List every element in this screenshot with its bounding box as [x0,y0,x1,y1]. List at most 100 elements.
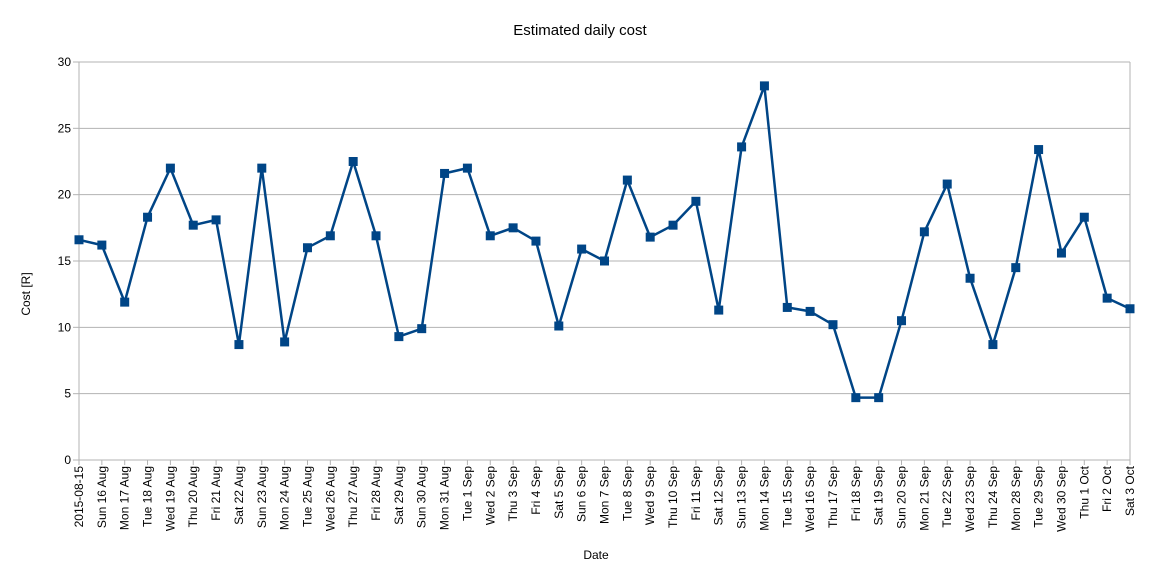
x-tick-label: Wed 23 Sep [963,466,977,532]
x-tick-label: Mon 17 Aug [118,466,132,530]
data-point [782,302,792,312]
x-tick-label: Thu 3 Sep [506,466,520,522]
x-tick-label: Sun 6 Sep [575,466,589,522]
gridlines [79,61,1130,461]
data-point [554,321,564,331]
data-point [714,305,724,315]
data-point [508,223,518,233]
data-point [988,340,998,350]
data-point [759,81,769,91]
y-axis-label: Cost [R] [19,272,33,315]
data-point [462,163,472,173]
data-point [211,215,221,225]
data-point [965,273,975,283]
data-point [440,168,450,178]
data-point [165,163,175,173]
x-tick-label: Sat 29 Aug [392,466,406,525]
data-point [622,175,632,185]
x-tick-label: Sun 13 Sep [735,466,749,529]
data-point [371,231,381,241]
x-tick-label: Tue 18 Aug [141,466,155,527]
y-tick-label: 15 [58,254,72,268]
x-tick-label: Tue 29 Sep [1032,466,1046,528]
y-tick-label: 25 [58,121,72,135]
data-point [417,324,427,334]
x-tick-label: Fri 2 Oct [1100,465,1114,512]
chart-title: Estimated daily cost [513,22,647,39]
x-tick-label: Wed 2 Sep [483,466,497,525]
x-tick-label: Thu 1 Oct [1077,465,1091,518]
data-point [143,212,153,222]
data-point [897,316,907,326]
x-tick-label: Wed 26 Aug [323,466,337,531]
x-tick-label: Thu 24 Sep [986,466,1000,528]
x-tick-label: Thu 27 Aug [346,466,360,527]
x-tick-label: Sat 3 Oct [1123,465,1137,516]
x-tick-label: Wed 19 Aug [163,466,177,531]
axes [78,62,1131,460]
data-point [97,240,107,250]
x-tick-label: Sat 19 Sep [872,466,886,526]
x-tick-label: Sun 20 Sep [895,466,909,529]
x-tick-label: Thu 17 Sep [826,466,840,528]
data-point [577,244,587,254]
data-point [668,220,678,230]
x-tick-label: Thu 10 Sep [666,466,680,528]
y-tick-label: 30 [58,55,72,69]
y-tick-label: 10 [58,320,72,334]
series-line [78,84,1131,399]
x-tick-label: Sat 12 Sep [712,466,726,526]
y-axis-ticks: 0 5 10 15 20 25 30 [58,55,79,467]
data-point [1125,304,1135,314]
x-tick-label: Fri 11 Sep [689,466,703,521]
x-tick-label: 2015-08-15 [72,466,86,528]
x-tick-label: Wed 9 Sep [643,466,657,525]
data-point [531,236,541,246]
data-point [691,196,701,206]
x-tick-label: Tue 8 Sep [620,466,634,521]
data-point [348,157,358,166]
data-point [302,243,312,253]
data-point [1079,212,1089,222]
data-point [942,179,952,189]
data-point [828,320,838,330]
data-point [485,231,495,241]
x-tick-label: Sat 5 Sep [552,466,566,519]
x-tick-label: Fri 21 Aug [209,466,223,521]
data-point [851,393,861,403]
x-tick-label: Tue 1 Sep [460,466,474,521]
data-point [325,231,335,241]
x-tick-label: Mon 31 Aug [438,466,452,530]
x-tick-label: Sun 30 Aug [415,466,429,528]
data-point [234,340,244,350]
data-point [74,235,84,245]
x-tick-label: Wed 30 Sep [1054,466,1068,532]
x-tick-label: Fri 28 Aug [369,466,383,521]
data-point [394,332,404,342]
data-point [919,227,929,237]
data-point [645,232,655,242]
x-tick-label: Wed 16 Sep [803,466,817,532]
data-point [1034,145,1044,155]
x-tick-label: Mon 7 Sep [598,466,612,524]
data-point [874,393,884,403]
data-point [1102,293,1112,303]
data-point [280,337,290,347]
x-axis-ticks: 2015-08-15 Sun 16 Aug Mon 17 Aug Tue 18 Aug… [72,460,1137,532]
y-tick-label: 20 [58,188,72,202]
data-point [1056,248,1066,258]
x-tick-label: Fri 4 Sep [529,466,543,515]
x-tick-label: Thu 20 Aug [186,466,200,527]
x-tick-label: Sun 23 Aug [255,466,269,528]
x-tick-label: Mon 28 Sep [1009,466,1023,531]
x-tick-label: Tue 15 Sep [780,466,794,528]
data-point [1011,263,1021,273]
data-point [737,142,747,152]
data-point [120,297,130,307]
x-axis-label: Date [583,548,609,562]
series-cost [74,81,1135,403]
x-tick-label: Mon 24 Aug [278,466,292,530]
data-point [805,306,815,316]
